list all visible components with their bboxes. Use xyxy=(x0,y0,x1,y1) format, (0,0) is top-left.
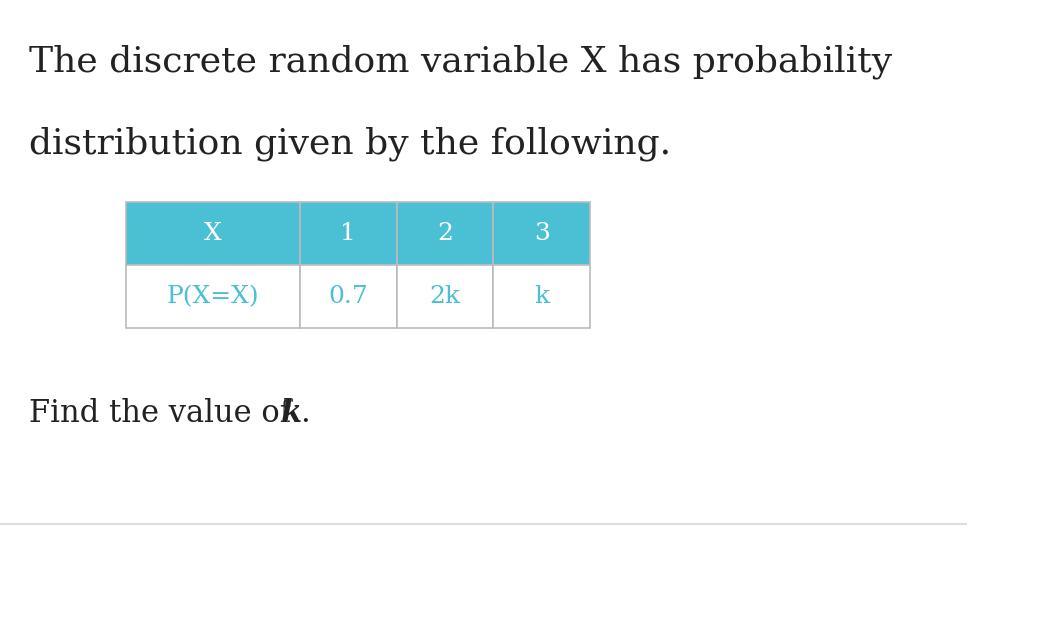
Text: k: k xyxy=(534,285,550,308)
FancyBboxPatch shape xyxy=(397,265,493,328)
Text: 3: 3 xyxy=(534,222,550,245)
FancyBboxPatch shape xyxy=(125,202,300,265)
Text: Find the value of: Find the value of xyxy=(29,398,301,428)
FancyBboxPatch shape xyxy=(300,265,397,328)
Text: distribution given by the following.: distribution given by the following. xyxy=(29,126,671,161)
Text: 2: 2 xyxy=(437,222,452,245)
FancyBboxPatch shape xyxy=(300,202,397,265)
FancyBboxPatch shape xyxy=(493,202,590,265)
Text: X: X xyxy=(204,222,222,245)
FancyBboxPatch shape xyxy=(125,265,300,328)
Text: 0.7: 0.7 xyxy=(328,285,368,308)
Text: 2k: 2k xyxy=(429,285,461,308)
Text: Find the value of: Find the value of xyxy=(29,398,301,428)
Text: The discrete random variable X has probability: The discrete random variable X has proba… xyxy=(29,44,892,79)
Text: .: . xyxy=(300,398,310,428)
Text: P(X=X): P(X=X) xyxy=(166,285,259,308)
Text: 1: 1 xyxy=(341,222,356,245)
FancyBboxPatch shape xyxy=(397,202,493,265)
Text: k: k xyxy=(281,398,302,428)
Text: k: k xyxy=(281,398,302,428)
FancyBboxPatch shape xyxy=(493,265,590,328)
